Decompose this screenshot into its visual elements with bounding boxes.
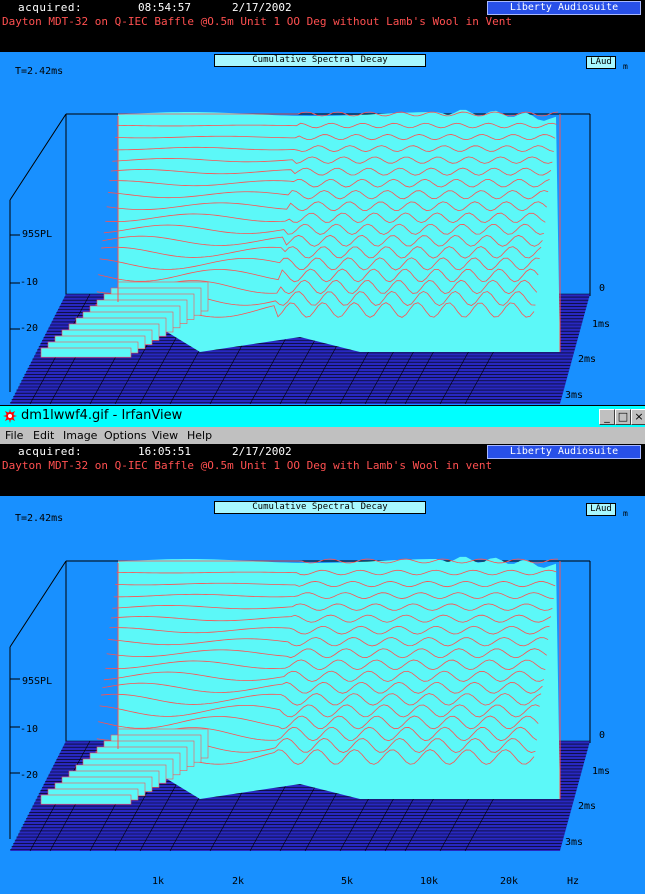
z-tick-label: 3ms [565,837,584,848]
menu-image[interactable]: Image [63,429,98,442]
brand-badge: Liberty Audiosuite [487,445,641,459]
window-title: dm1lwwf4.gif - IrfanView [21,408,183,423]
decay-slice-trace [115,134,556,141]
menu-options[interactable]: Options [104,429,147,442]
decay-slice-trace [109,178,550,188]
decay-slice-trace [116,569,557,576]
laud-logo: LAud [586,56,616,69]
acquired-time: 16:05:51 [138,445,191,458]
z-tick-label: 2ms [578,354,597,365]
decay-slice-trace [105,659,546,671]
left-wall-edge [9,113,67,201]
time-label: T=2.42ms [15,513,64,524]
measurement-description: Dayton MDT-32 on Q-IEC Baffle @O.5m Unit… [2,15,512,28]
window-titlebar[interactable]: dm1lwwf4.gif - IrfanView _ □ × [0,406,645,427]
laud-logo-sub: m [623,509,628,518]
bottom-chart-panel: Cumulative Spectral Decay T=2.42ms LAud … [0,496,645,894]
decay-slice-trace [109,625,550,635]
decay-slice-trace [103,670,545,682]
decay-slice-trace [113,145,554,152]
x-tick-label: 2k [232,876,245,887]
laud-logo-sub: m [623,62,628,71]
decay-slice-trace [110,614,552,623]
decay-slice-trace [116,122,557,129]
decay-slice-trace [112,603,553,611]
decay-surface [118,556,560,799]
menu-help[interactable]: Help [187,429,213,442]
acquired-label: acquired: [18,1,83,14]
bottom-waterfall-plot [9,556,591,852]
menu-bar: File Edit Image Options View Help [0,427,645,444]
chart-title: Cumulative Spectral Decay [214,501,426,514]
z-tick-label: 1ms [592,766,611,777]
measurement-description: Dayton MDT-32 on Q-IEC Baffle @O.5m Unit… [2,459,493,472]
decay-slice-trace [112,156,553,164]
acquired-time: 08:54:57 [138,1,191,14]
y-tick-label: -20 [20,770,39,781]
decay-slice-trace [101,246,542,259]
decay-slice-trace [108,637,549,647]
decay-slice-trace [105,212,546,224]
y-tick-label: -10 [20,277,39,288]
decay-slice-trace [115,581,556,588]
decay-slice-trace [98,268,539,283]
decay-slice-trace [106,201,547,212]
y-tick-label: -20 [20,323,39,334]
decay-slice-trace [110,167,552,176]
z-tick-label: 3ms [565,390,584,401]
decay-slice-trace [106,648,547,659]
x-tick-label: 1k [152,876,165,887]
z-tick-label: 1ms [592,319,611,330]
time-label: T=2.42ms [15,66,64,77]
y-tick-label: -10 [20,724,39,735]
front-slice-step [40,794,132,805]
close-button[interactable]: × [631,409,645,425]
y-tick-label: 95SPL [22,229,53,240]
top-header: acquired: 08:54:57 2/17/2002 Liberty Aud… [0,0,645,52]
decay-slice-trace [102,234,543,247]
x-tick-label: 5k [341,876,354,887]
x-unit-label: Hz [567,876,580,887]
z-tick-label: 0 [599,730,606,741]
irfanview-logo-icon [3,409,17,423]
decay-slice-trace [118,558,559,564]
left-wall-edge [9,560,67,648]
decay-slice-trace [102,681,543,694]
decay-slice-trace [118,111,559,117]
bottom-header: acquired: 16:05:51 2/17/2002 Liberty Aud… [0,444,645,496]
decay-slice-trace [108,190,549,200]
brand-badge: Liberty Audiosuite [487,1,641,15]
x-tick-label: 20k [500,876,519,887]
decay-slice-trace [113,592,554,599]
maximize-button[interactable]: □ [615,409,631,425]
menu-edit[interactable]: Edit [33,429,55,442]
y-tick-label: 95SPL [22,676,53,687]
front-slice-step [40,347,132,358]
decay-slice-trace [99,704,540,718]
top-chart-panel: Cumulative Spectral Decay T=2.42ms LAud … [0,52,645,405]
decay-slice-trace [103,223,544,235]
decay-slice-trace [99,257,540,271]
laud-logo: LAud [586,503,616,516]
acquired-label: acquired: [18,445,83,458]
acquired-date: 2/17/2002 [232,445,292,458]
x-tick-label: 10k [420,876,439,887]
menu-view[interactable]: View [152,429,179,442]
chart-title: Cumulative Spectral Decay [214,54,426,67]
z-tick-label: 0 [599,283,606,294]
top-waterfall-plot [9,109,591,405]
decay-slice-trace [98,715,539,730]
acquired-date: 2/17/2002 [232,1,292,14]
menu-file[interactable]: File [5,429,24,442]
minimize-button[interactable]: _ [599,409,615,425]
z-tick-label: 2ms [578,801,597,812]
decay-slice-trace [101,693,542,706]
